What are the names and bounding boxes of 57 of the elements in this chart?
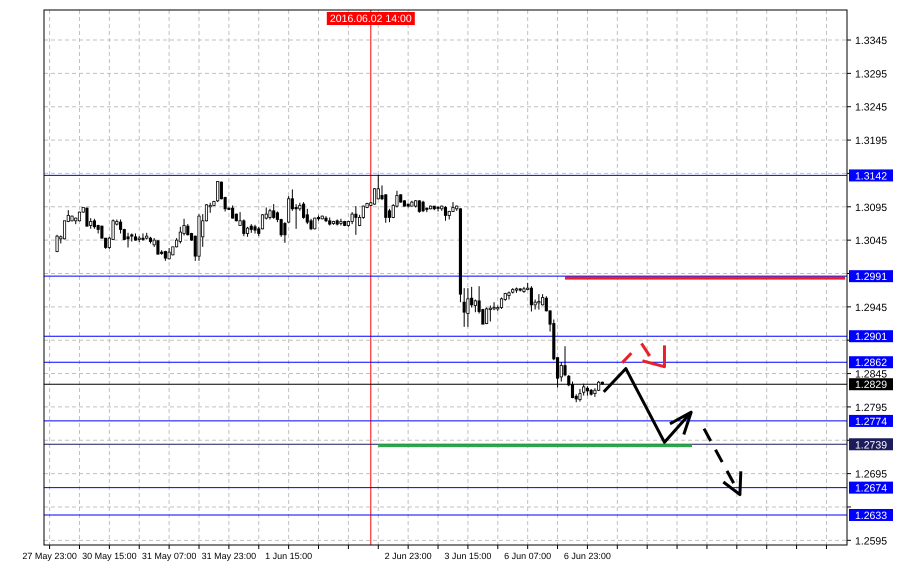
ref-line-label: 1.2829 [854, 379, 888, 392]
y-tick-label: 1.2845 [855, 368, 888, 381]
ref-line-label: 1.2862 [854, 357, 888, 370]
candlestick [485, 307, 488, 325]
ref-line-label: 1.3142 [854, 170, 888, 182]
x-tick-label: 2016.06.02 14:00 [330, 13, 412, 25]
candlestick [56, 234, 59, 253]
ref-line-label: 1.2991 [854, 271, 888, 284]
x-tick-label: 1 Jun 15:00 [265, 551, 312, 561]
y-tick-label: 1.3045 [855, 235, 888, 248]
x-tick-label: 31 May 23:00 [202, 551, 256, 561]
x-tick-label: 6 Jun 23:00 [564, 551, 611, 561]
candlestick [444, 206, 448, 222]
x-tick-label: 30 May 15:00 [82, 551, 137, 561]
x-tick-label: 2 Jun 23:00 [384, 551, 432, 561]
y-tick-label: 1.2945 [855, 302, 888, 314]
candlestick [168, 248, 171, 260]
candlestick [500, 297, 504, 310]
candlestick [422, 200, 425, 213]
y-tick-label: 1.2595 [855, 535, 888, 548]
x-tick-label: 31 May 07:00 [142, 551, 196, 561]
ref-line-label: 1.2633 [854, 510, 888, 522]
candlestick [313, 216, 316, 230]
candlestick [302, 202, 306, 220]
candlestick [231, 204, 234, 220]
candlestick [537, 294, 540, 310]
y-tick-label: 1.2695 [855, 468, 888, 481]
candlestick [474, 299, 477, 313]
ref-line-label: 1.2739 [854, 439, 888, 452]
candlestick [530, 286, 533, 312]
y-tick-label: 1.3095 [855, 202, 888, 214]
x-tick-label: 27 May 23:00 [22, 551, 77, 561]
y-tick-label: 1.3345 [855, 35, 888, 48]
candlestick [126, 232, 130, 248]
candlestick [268, 208, 272, 220]
candlestick [156, 240, 160, 256]
y-tick-label: 1.3295 [855, 68, 888, 80]
candlestick [418, 200, 421, 214]
y-tick-label: 1.2795 [855, 402, 888, 414]
ref-line-label: 1.2901 [854, 331, 888, 344]
candlestick [488, 305, 492, 322]
ref-line-label: 1.2674 [854, 482, 888, 495]
candlestick [216, 180, 220, 203]
y-tick-label: 1.3195 [855, 135, 888, 148]
candlestick [350, 212, 354, 225]
candlestick [563, 346, 567, 377]
candlestick [272, 204, 276, 220]
x-tick-label: 6 Jun 07:00 [504, 551, 552, 561]
x-tick-label: 3 Jun 15:00 [444, 551, 492, 561]
y-tick-label: 1.3245 [855, 102, 888, 114]
candlestick [242, 218, 246, 237]
ref-line-label: 1.2774 [854, 416, 888, 428]
candlestick [466, 288, 470, 328]
candlestick [85, 206, 89, 228]
candlestick [372, 188, 376, 206]
candlestick [92, 218, 96, 230]
candlestick [354, 206, 358, 236]
